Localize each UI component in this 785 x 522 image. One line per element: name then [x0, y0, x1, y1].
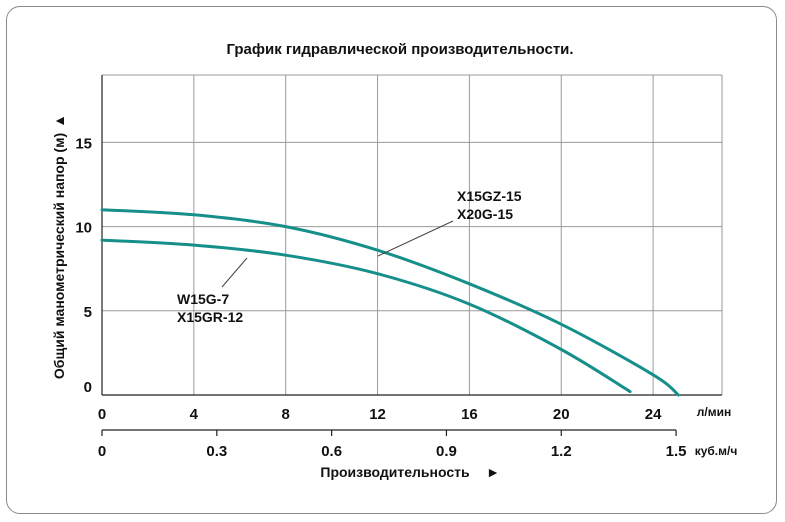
series-2-label: X15GR-12 — [177, 309, 243, 325]
x-tick-label-lmin: 4 — [190, 406, 199, 423]
axes — [101, 75, 722, 436]
x-axis-arrow: ► — [486, 464, 500, 480]
x-tick-label-m3h: 0.6 — [321, 443, 342, 460]
y-tick-label: 10 — [75, 220, 92, 237]
y-axis-arrow: ▲ — [51, 114, 67, 128]
y-tick-label: 0 — [84, 379, 92, 396]
x-tick-label-lmin: 0 — [98, 406, 106, 423]
x-tick-label-lmin: 20 — [553, 406, 570, 423]
x-axis-label: Производительность — [320, 464, 470, 480]
x-tick-label-m3h: 0.3 — [206, 443, 227, 460]
x-tick-label-lmin: 8 — [282, 406, 290, 423]
x-tick-label-lmin: 12 — [369, 406, 386, 423]
x-tick-label-m3h: 0.9 — [436, 443, 457, 460]
x-tick-label-m3h: 1.5 — [666, 443, 687, 460]
chart-frame — [6, 6, 777, 514]
chart-title: График гидравлической производительности… — [226, 41, 573, 58]
series — [100, 208, 680, 397]
series-line-1 — [100, 208, 680, 397]
series-1-label: X15GZ-15 — [457, 188, 522, 204]
y-tick-label: 15 — [75, 135, 92, 152]
x-unit-lmin: л/мин — [697, 405, 731, 419]
x-tick-label-lmin: 24 — [645, 406, 662, 423]
series-line-2 — [100, 238, 632, 394]
x-unit-m3h: куб.м/ч — [695, 444, 738, 458]
x-tick-label-m3h: 0 — [98, 443, 106, 460]
series-1-label: X20G-15 — [457, 206, 513, 222]
labels: 0 5 10 15 0 4 8 12 16 20 24 л/мин 0 0.3 0.6 0.9 1.2 1.5 ку… — [75, 135, 737, 460]
y-axis-label: Общий манометрический напор (м) — [51, 133, 67, 379]
x-tick-label-lmin: 16 — [461, 406, 478, 423]
grid — [102, 74, 723, 395]
series-1-leader — [377, 220, 454, 257]
x-tick-label-m3h: 1.2 — [551, 443, 572, 460]
series-2-leader — [221, 257, 248, 288]
series-2-label: W15G-7 — [177, 291, 229, 307]
y-tick-label: 5 — [84, 304, 92, 321]
